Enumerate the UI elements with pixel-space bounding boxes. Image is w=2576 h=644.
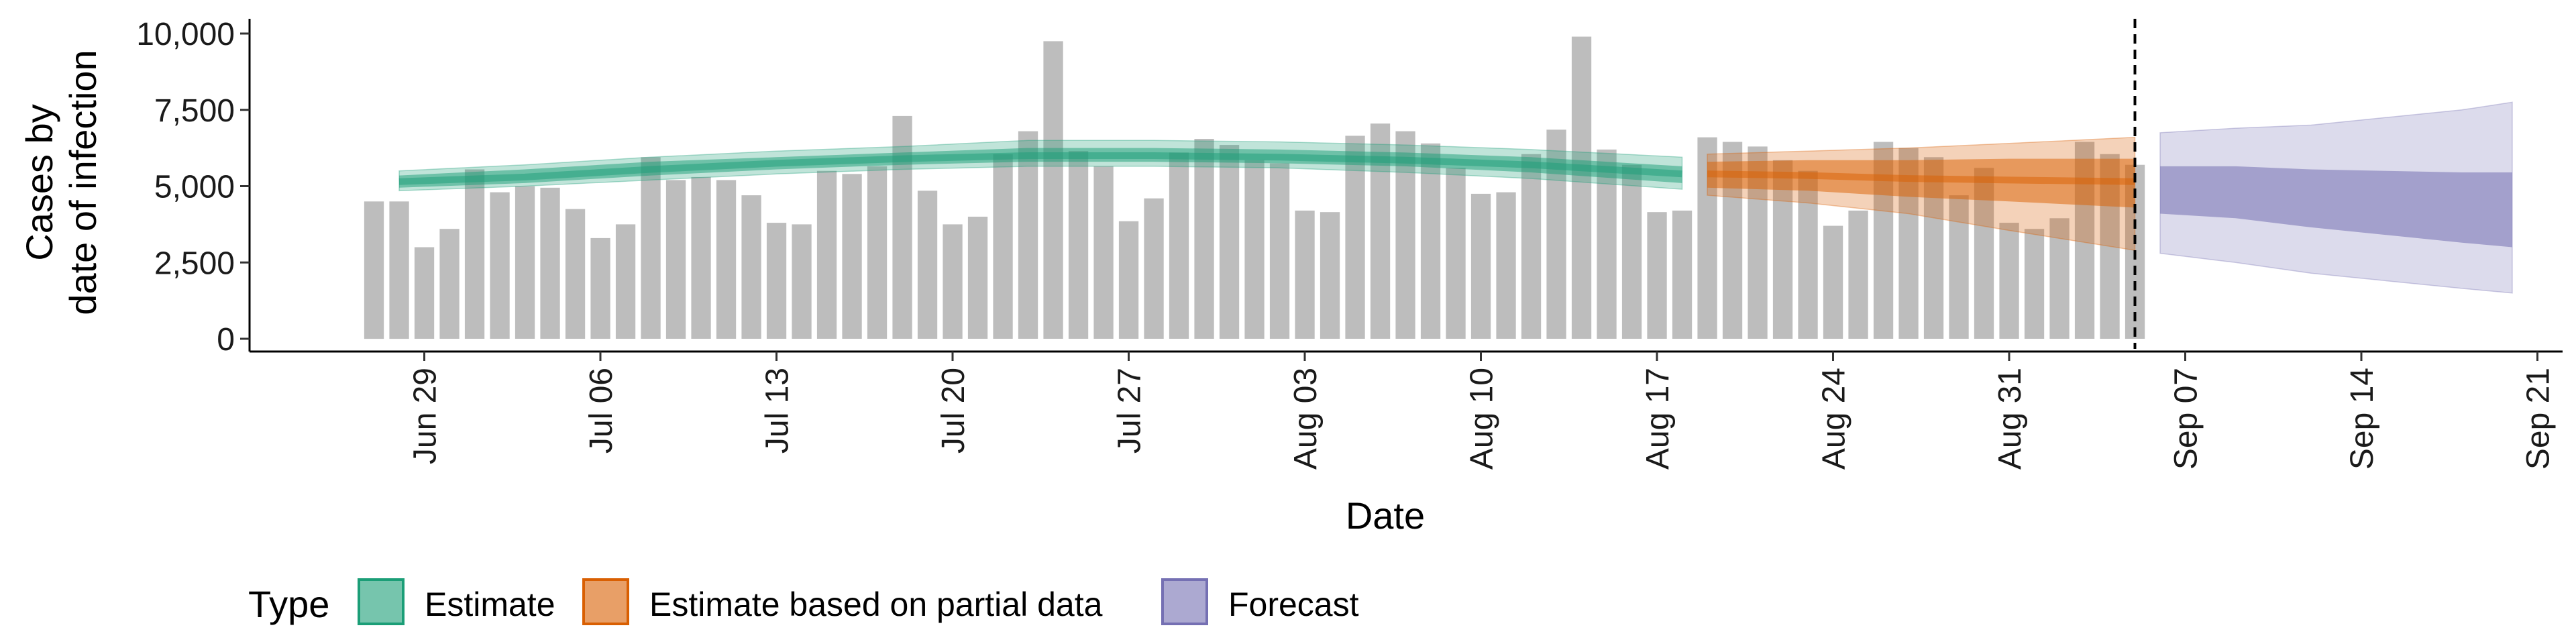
x-tick-label: Aug 03 — [1288, 368, 1324, 470]
bar — [1521, 154, 1542, 339]
y-tick-label: 0 — [217, 322, 235, 358]
y-axis-title-line-1: Cases by — [18, 104, 60, 260]
bar — [1068, 151, 1089, 339]
y-axis-title-line-2: date of infection — [62, 50, 104, 315]
bar — [590, 237, 610, 339]
bar — [792, 224, 812, 339]
bar — [1470, 193, 1491, 339]
x-tick-label: Jul 20 — [936, 368, 971, 453]
legend-swatch — [582, 578, 629, 625]
bar — [1571, 36, 1592, 339]
bar — [1496, 192, 1516, 339]
bar — [464, 169, 485, 339]
bar — [1621, 164, 1642, 339]
bar — [741, 195, 761, 339]
legend-swatch — [358, 578, 405, 625]
bar — [439, 229, 460, 339]
bar — [1320, 212, 1340, 339]
legend-label: Estimate based on partial data — [649, 586, 1103, 623]
bar — [1043, 41, 1063, 339]
bar — [691, 176, 711, 339]
bar — [565, 209, 586, 339]
bands-group — [398, 101, 2513, 294]
legend-title: Type — [248, 583, 329, 625]
bar — [1848, 210, 1868, 339]
bar — [364, 201, 384, 339]
median-line-estimate-based-on-partial-data — [1707, 170, 2135, 185]
bar — [716, 180, 737, 339]
x-tick-label: Sep 07 — [2169, 368, 2204, 470]
x-tick-label: Aug 31 — [1992, 368, 2028, 470]
legend: Type Estimate Estimate based on partial da… — [248, 578, 1359, 625]
y-tick-label: 7,500 — [154, 93, 235, 129]
bar — [414, 247, 435, 339]
band-inner-estimate-based-on-partial-data — [1707, 158, 2135, 208]
bar — [665, 180, 686, 339]
bar — [1823, 225, 1843, 339]
bar — [1798, 170, 1818, 339]
legend-swatch — [1161, 578, 1208, 625]
bar — [540, 187, 560, 339]
bar — [1295, 210, 1315, 339]
bar — [1118, 221, 1139, 339]
x-tick-label: Jun 29 — [408, 368, 443, 464]
bar — [2049, 218, 2070, 339]
bar — [766, 223, 787, 339]
bar — [641, 157, 661, 339]
bar — [2024, 229, 2045, 339]
x-axis-title: Date — [1346, 494, 1425, 537]
legend-label: Estimate — [425, 586, 555, 623]
bar — [490, 192, 510, 339]
x-tick-label: Jul 06 — [584, 368, 619, 453]
bar — [1018, 131, 1038, 339]
bar — [1345, 136, 1365, 339]
y-tick-label: 5,000 — [154, 170, 235, 205]
median-line-estimate — [398, 152, 1682, 185]
bar — [943, 224, 963, 339]
bar — [1093, 166, 1114, 339]
bar — [1269, 163, 1290, 339]
x-tick-label: Aug 24 — [1817, 368, 1852, 470]
bar — [1672, 210, 1693, 339]
y-tick-label: 10,000 — [136, 17, 235, 52]
x-tick-label: Sep 14 — [2345, 368, 2380, 470]
x-tick-label: Aug 17 — [1640, 368, 1676, 470]
bar — [1169, 152, 1189, 339]
bar — [1999, 223, 2019, 339]
bar — [1194, 139, 1214, 339]
bar — [515, 186, 535, 339]
bar — [842, 174, 862, 339]
y-tick-label: 2,500 — [154, 246, 235, 281]
bar — [1420, 143, 1441, 339]
bar — [1219, 145, 1240, 339]
bar — [816, 170, 837, 339]
bar — [917, 191, 938, 339]
x-tick-label: Sep 21 — [2521, 368, 2557, 470]
bar — [389, 201, 409, 339]
bar — [1446, 168, 1466, 339]
bar — [1597, 149, 1617, 339]
axes-group: 0 2,500 5,000 7,500 10,000 Jun 29 Jul 06 Jul 13… — [18, 17, 2563, 537]
bar — [967, 217, 988, 339]
bar — [1144, 198, 1164, 339]
x-tick-label: Aug 10 — [1464, 368, 1500, 470]
band-inner-forecast — [2160, 166, 2512, 248]
x-tick-label: Jul 13 — [760, 368, 796, 453]
bar — [1647, 212, 1667, 339]
legend-label: Forecast — [1228, 586, 1359, 623]
bar — [1244, 160, 1265, 339]
x-tick-label: Jul 27 — [1112, 368, 1148, 453]
bar — [993, 154, 1013, 339]
bar — [867, 166, 888, 339]
bar — [615, 224, 636, 339]
bar — [1949, 195, 1969, 339]
